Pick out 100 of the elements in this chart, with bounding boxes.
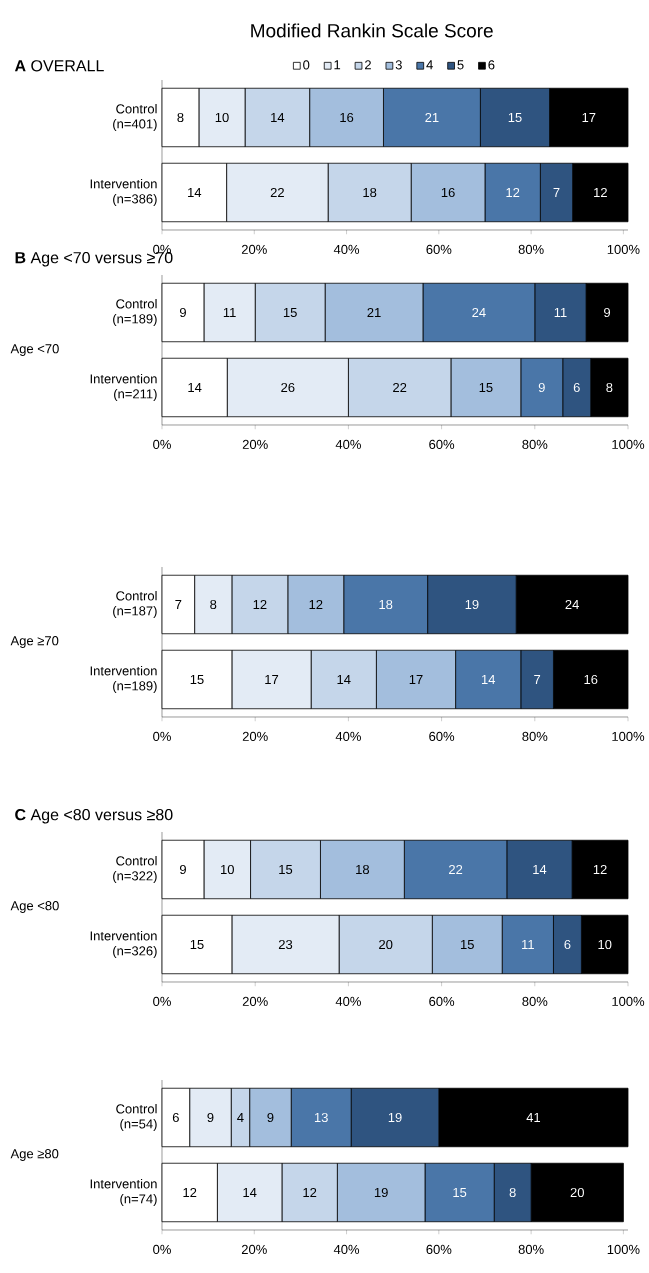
- x-tick-label: 20%: [242, 996, 268, 1006]
- data-label: 14: [188, 188, 202, 197]
- x-tick-label: 0%: [153, 244, 171, 254]
- data-label: 14: [271, 113, 285, 122]
- x-tick-label: 40%: [335, 996, 361, 1006]
- data-label: 12: [309, 599, 323, 610]
- data-label: 7: [175, 600, 182, 609]
- data-label: 15: [508, 112, 522, 123]
- data-label: 24: [565, 599, 579, 610]
- data-label: 17: [265, 675, 279, 684]
- data-label: 14: [533, 865, 547, 874]
- legend-label: 4: [426, 60, 433, 70]
- data-label: 7: [553, 188, 560, 197]
- data-label: 14: [188, 383, 202, 392]
- data-label: 6: [564, 939, 571, 950]
- x-tick-label: 80%: [518, 1244, 544, 1254]
- x-tick-label: 0%: [153, 731, 171, 741]
- data-label: 21: [367, 307, 381, 318]
- chart-title: C Age <80 versus ≥80: [15, 808, 173, 824]
- data-label: 9: [207, 1112, 214, 1123]
- data-label: 24: [472, 307, 486, 318]
- data-label: 18: [363, 187, 377, 198]
- y-axis-title: Age ≥80: [10, 1149, 59, 1161]
- y-tick-label: Intervention (n=189): [90, 665, 157, 694]
- data-label: 6: [573, 382, 580, 393]
- x-tick-label: 60%: [429, 439, 455, 449]
- data-label: 12: [183, 1187, 197, 1198]
- data-label: 17: [409, 675, 423, 684]
- chart-title: A OVERALL: [14, 60, 104, 72]
- legend-label: 0: [303, 60, 310, 70]
- data-label: 15: [190, 939, 204, 950]
- x-tick-label: 0%: [153, 439, 171, 449]
- y-tick-label: Control (n=189): [113, 298, 157, 327]
- legend-label: 2: [365, 60, 371, 70]
- data-label: 21: [425, 112, 439, 123]
- data-label: 15: [279, 864, 293, 875]
- data-label: 12: [506, 187, 520, 198]
- data-label: 9: [179, 307, 186, 318]
- y-tick-label: Intervention (n=74): [90, 1178, 157, 1207]
- data-label: 41: [526, 1113, 541, 1122]
- data-label: 14: [243, 1188, 257, 1197]
- data-label: 8: [210, 599, 217, 610]
- y-axis-title: Age <70: [10, 344, 59, 356]
- data-label: 8: [177, 112, 184, 123]
- x-tick-label: 100%: [607, 1244, 640, 1254]
- legend-title: Modified Rankin Scale Score: [251, 23, 493, 38]
- x-tick-label: 20%: [241, 1244, 267, 1254]
- y-tick-label: Intervention (n=326): [90, 930, 157, 959]
- y-tick-label: Control (n=401): [113, 103, 157, 132]
- y-tick-label: Intervention (n=386): [90, 178, 157, 207]
- data-label: 18: [356, 864, 370, 875]
- data-label: 13: [314, 1112, 328, 1123]
- x-tick-label: 40%: [335, 439, 361, 449]
- y-tick-label: Control (n=54): [116, 1103, 157, 1132]
- data-label: 22: [270, 187, 284, 198]
- legend-label: 5: [457, 60, 464, 70]
- legend-label: 3: [395, 60, 402, 70]
- data-label: 16: [441, 187, 455, 198]
- y-tick-label: Control (n=187): [113, 590, 157, 619]
- data-label: 10: [598, 939, 612, 950]
- x-tick-label: 100%: [612, 996, 645, 1006]
- x-tick-label: 80%: [518, 244, 544, 254]
- data-label: 9: [538, 382, 545, 393]
- data-label: 11: [522, 940, 534, 949]
- data-label: 4: [237, 1113, 244, 1122]
- data-label: 9: [604, 307, 611, 318]
- data-label: 10: [215, 112, 229, 123]
- data-label: 7: [534, 675, 541, 684]
- data-label: 17: [582, 113, 596, 122]
- data-label: 6: [172, 1112, 179, 1123]
- x-tick-label: 100%: [607, 244, 640, 254]
- x-tick-label: 0%: [153, 1244, 171, 1254]
- data-label: 22: [393, 382, 407, 393]
- x-tick-label: 20%: [242, 731, 268, 741]
- y-tick-label: Control (n=322): [113, 855, 157, 884]
- chart-title: B Age <70 versus ≥70: [15, 251, 173, 267]
- data-label: 12: [303, 1187, 317, 1198]
- data-label: 9: [179, 864, 186, 875]
- data-label: 19: [388, 1112, 402, 1123]
- data-label: 12: [594, 187, 607, 198]
- data-label: 22: [449, 864, 463, 875]
- data-label: 16: [584, 674, 598, 685]
- data-label: 12: [253, 599, 267, 610]
- x-tick-label: 100%: [612, 731, 645, 741]
- data-label: 16: [340, 112, 354, 123]
- data-label: 20: [379, 939, 393, 950]
- x-tick-label: 60%: [429, 731, 455, 741]
- data-label: 19: [374, 1187, 388, 1198]
- data-label: 15: [453, 1187, 467, 1198]
- x-tick-label: 60%: [426, 1244, 452, 1254]
- data-label: 18: [379, 599, 393, 610]
- x-tick-label: 40%: [335, 731, 361, 741]
- x-tick-label: 100%: [612, 439, 645, 449]
- data-label: 15: [190, 674, 204, 685]
- x-tick-label: 80%: [522, 731, 548, 741]
- data-label: 9: [267, 1112, 274, 1123]
- data-label: 26: [281, 382, 295, 393]
- x-tick-label: 0%: [153, 996, 171, 1006]
- legend-label: 1: [334, 60, 341, 70]
- data-label: 12: [593, 864, 607, 875]
